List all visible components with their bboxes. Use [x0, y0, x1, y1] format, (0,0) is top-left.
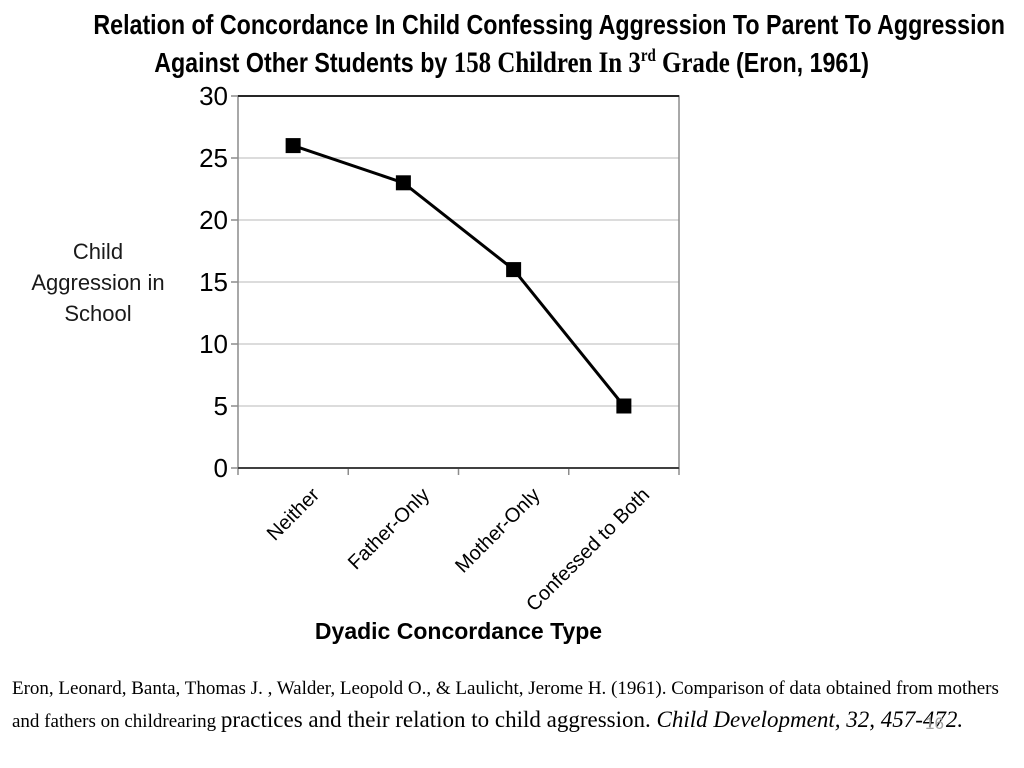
y-tick-label: 25 — [199, 143, 228, 173]
page-number: 16 — [925, 714, 944, 733]
slide-title-line2: Against Other Students by 158 Children I… — [0, 46, 1024, 84]
slide-title: Relation of Concordance In Child Confess… — [0, 8, 1024, 84]
y-tick-label: 5 — [213, 391, 228, 421]
y-tick-label: 20 — [199, 205, 228, 235]
x-category-label: Confessed to Both — [522, 484, 655, 616]
title-text-1: Relation of Concordance In Child Confess… — [93, 9, 1005, 40]
plot-canvas — [231, 95, 680, 475]
y-tick-label: 10 — [199, 329, 228, 359]
citation-title: practices and their relation to child ag… — [220, 707, 657, 732]
data-point-marker — [285, 138, 301, 154]
x-axis-title: Dyadic Concordance Type — [314, 618, 603, 644]
data-point-marker — [395, 175, 411, 191]
title-text-serif: 158 Children In 3rd Grade — [454, 45, 737, 79]
x-category-label: Father-Only — [343, 484, 434, 575]
plot-area — [231, 95, 680, 475]
data-line — [292, 144, 626, 407]
y-axis-title: Child Aggression in School — [31, 239, 165, 326]
y-tick-label: 15 — [199, 267, 228, 297]
title-superscript: rd — [641, 45, 657, 65]
slide-title-line1: Relation of Concordance In Child Confess… — [0, 8, 1024, 46]
x-category-label: Mother-Only — [450, 484, 545, 578]
x-category-label: Neither — [262, 484, 324, 546]
citation: Eron, Leonard, Banta, Thomas J. , Walder… — [12, 674, 1014, 738]
y-tick-label: 0 — [213, 453, 228, 483]
title-text-2: Against Other Students by — [154, 47, 455, 78]
data-point-marker — [616, 398, 632, 414]
citation-authors: Eron, Leonard, Banta, Thomas J. , Walder… — [12, 678, 999, 732]
citation-journal: Child Development, 32, 457-472. — [656, 707, 964, 732]
data-point-marker — [506, 262, 522, 278]
title-text-3: (Eron, 1961) — [736, 47, 870, 78]
y-tick-label: 30 — [199, 81, 228, 111]
